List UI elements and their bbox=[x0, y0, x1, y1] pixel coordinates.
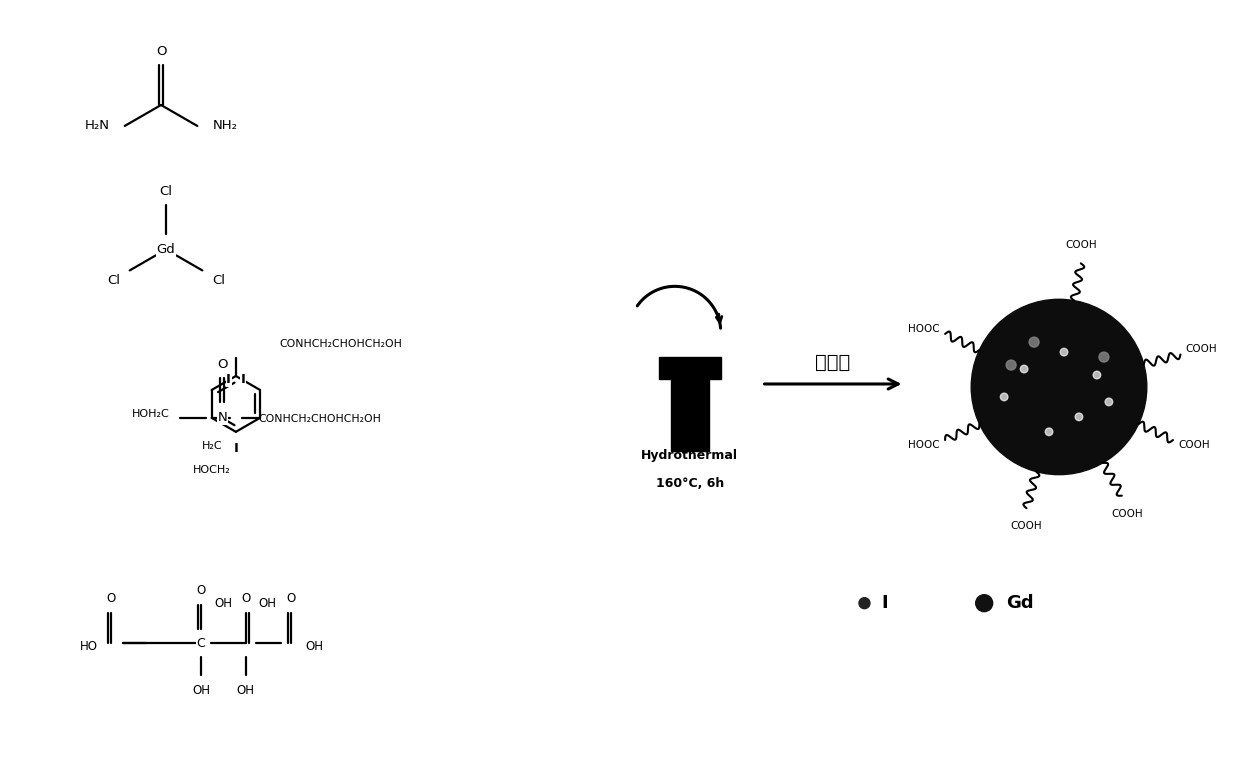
Text: Gd: Gd bbox=[156, 243, 175, 256]
Circle shape bbox=[1006, 360, 1016, 370]
Text: CONHCH₂CHOHCH₂OH: CONHCH₂CHOHCH₂OH bbox=[258, 414, 381, 424]
Text: 碱处理: 碱处理 bbox=[816, 353, 851, 372]
FancyBboxPatch shape bbox=[658, 357, 720, 379]
Text: C: C bbox=[197, 637, 206, 650]
Circle shape bbox=[1094, 371, 1101, 379]
Text: Cl: Cl bbox=[108, 274, 120, 287]
Text: H₂N: H₂N bbox=[84, 119, 109, 132]
Text: I: I bbox=[882, 594, 888, 613]
Text: NH₂: NH₂ bbox=[213, 119, 238, 132]
Circle shape bbox=[976, 595, 993, 612]
Circle shape bbox=[1099, 352, 1109, 362]
Text: COOH: COOH bbox=[1178, 440, 1209, 450]
Text: OH: OH bbox=[259, 597, 277, 609]
Circle shape bbox=[1029, 337, 1039, 347]
Text: I: I bbox=[233, 442, 238, 455]
Text: Cl: Cl bbox=[160, 185, 172, 198]
Circle shape bbox=[971, 299, 1147, 474]
Text: Cl: Cl bbox=[212, 274, 224, 287]
Text: HO: HO bbox=[81, 640, 98, 653]
Text: O: O bbox=[286, 592, 295, 605]
Circle shape bbox=[1060, 348, 1068, 356]
Circle shape bbox=[1001, 393, 1008, 401]
Text: OH: OH bbox=[306, 640, 324, 653]
Text: OH: OH bbox=[213, 597, 232, 609]
Text: Hydrothermal: Hydrothermal bbox=[641, 449, 738, 462]
Circle shape bbox=[1105, 398, 1112, 406]
Text: O: O bbox=[107, 592, 115, 605]
FancyBboxPatch shape bbox=[671, 379, 709, 451]
Circle shape bbox=[1075, 413, 1083, 420]
Text: OH: OH bbox=[192, 685, 210, 698]
Text: COOH: COOH bbox=[1065, 241, 1096, 250]
Text: H₂C: H₂C bbox=[202, 441, 222, 451]
Text: CONHCH₂CHOHCH₂OH: CONHCH₂CHOHCH₂OH bbox=[279, 339, 402, 349]
Text: HOCH₂: HOCH₂ bbox=[193, 465, 231, 474]
Text: O: O bbox=[242, 592, 250, 605]
Circle shape bbox=[1045, 428, 1053, 436]
Text: I: I bbox=[226, 373, 231, 386]
Circle shape bbox=[1021, 365, 1028, 373]
Circle shape bbox=[859, 597, 870, 609]
Text: HOOC: HOOC bbox=[909, 440, 940, 450]
Text: O: O bbox=[156, 45, 166, 58]
Text: Gd: Gd bbox=[1006, 594, 1034, 613]
Text: N: N bbox=[217, 411, 227, 424]
Text: COOH: COOH bbox=[1185, 345, 1218, 354]
Text: COOH: COOH bbox=[1111, 509, 1143, 518]
Text: HOH₂C: HOH₂C bbox=[131, 409, 169, 419]
Text: 160°C, 6h: 160°C, 6h bbox=[656, 477, 724, 490]
Text: O: O bbox=[196, 584, 206, 597]
Text: COOH: COOH bbox=[1011, 521, 1043, 531]
Text: I: I bbox=[241, 373, 246, 386]
Text: HOOC: HOOC bbox=[909, 324, 940, 334]
Text: OH: OH bbox=[237, 685, 255, 698]
Text: O: O bbox=[217, 357, 227, 370]
